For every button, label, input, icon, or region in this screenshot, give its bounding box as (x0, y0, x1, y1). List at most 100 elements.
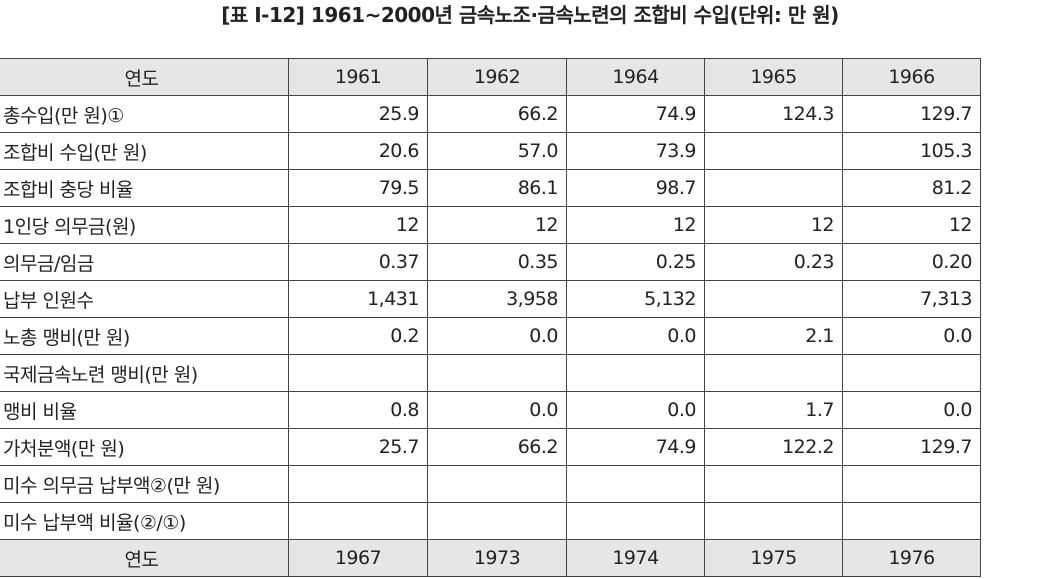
header-row: 연도 1967 1973 1974 1975 1976 (0, 539, 981, 577)
cell: 12 (842, 206, 981, 244)
cell: 0.2 (288, 317, 428, 355)
header-cell: 1967 (288, 539, 428, 577)
cell: 129.7 (842, 95, 981, 133)
cell: 12 (704, 206, 843, 244)
cell (704, 169, 843, 207)
data-row: 조합비 수입(만 원) 20.6 57.0 73.9 105.3 (0, 132, 981, 170)
cell: 1.7 (704, 391, 843, 429)
cell: 7,313 (842, 280, 981, 318)
cell: 3,958 (427, 280, 567, 318)
data-row: 총수입(만 원)① 25.9 66.2 74.9 124.3 129.7 (0, 95, 981, 133)
cell: 25.9 (288, 95, 428, 133)
cell: 20.6 (288, 132, 428, 170)
cell: 0.25 (566, 243, 705, 281)
cell (427, 502, 567, 540)
cell: 66.2 (427, 428, 567, 466)
data-row: 맹비 비율 0.8 0.0 0.0 1.7 0.0 (0, 391, 981, 429)
row-label: 납부 인원수 (0, 280, 289, 318)
data-row: 납부 인원수 1,431 3,958 5,132 7,313 (0, 280, 981, 318)
header-cell: 1962 (427, 58, 567, 96)
cell (288, 502, 428, 540)
header-cell: 1974 (566, 539, 705, 577)
row-label: 노총 맹비(만 원) (0, 317, 289, 355)
header-cell: 1975 (704, 539, 843, 577)
cell: 98.7 (566, 169, 705, 207)
cell: 73.9 (566, 132, 705, 170)
cell: 74.9 (566, 95, 705, 133)
cell: 0.20 (842, 243, 981, 281)
cell: 81.2 (842, 169, 981, 207)
cell: 12 (288, 206, 428, 244)
data-row: 의무금/임금 0.37 0.35 0.25 0.23 0.20 (0, 243, 981, 281)
row-label: 조합비 수입(만 원) (0, 132, 289, 170)
cell (704, 132, 843, 170)
cell: 0.0 (566, 317, 705, 355)
table-title: [표 Ⅰ-12] 1961~2000년 금속노조·금속노련의 조합비 수입(단위… (221, 3, 839, 27)
cell: 74.9 (566, 428, 705, 466)
cell (704, 502, 843, 540)
row-label: 미수 납부액 비율(②/①) (0, 502, 289, 540)
header-cell: 1966 (842, 58, 981, 96)
cell (704, 280, 843, 318)
row-label: 국제금속노련 맹비(만 원) (0, 354, 289, 392)
cell (842, 354, 981, 392)
cell: 25.7 (288, 428, 428, 466)
cell (288, 465, 428, 503)
header-cell: 1964 (566, 58, 705, 96)
row-label: 미수 의무금 납부액②(만 원) (0, 465, 289, 503)
cell: 79.5 (288, 169, 428, 207)
cell: 0.23 (704, 243, 843, 281)
cell: 0.0 (842, 317, 981, 355)
cell: 2.1 (704, 317, 843, 355)
data-row: 미수 의무금 납부액②(만 원) (0, 465, 981, 503)
header-cell: 1965 (704, 58, 843, 96)
header-cell: 연도 (0, 539, 289, 577)
data-row: 가처분액(만 원) 25.7 66.2 74.9 122.2 129.7 (0, 428, 981, 466)
cell (842, 465, 981, 503)
cell: 0.0 (842, 391, 981, 429)
cell (566, 465, 705, 503)
row-label: 총수입(만 원)① (0, 95, 289, 133)
cell: 122.2 (704, 428, 843, 466)
cell (427, 465, 567, 503)
cell (704, 354, 843, 392)
cell: 0.0 (566, 391, 705, 429)
cell: 5,132 (566, 280, 705, 318)
header-row: 연도 1961 1962 1964 1965 1966 (0, 58, 981, 96)
cell: 12 (566, 206, 705, 244)
header-cell: 1973 (427, 539, 567, 577)
cell: 66.2 (427, 95, 567, 133)
header-cell: 1961 (288, 58, 428, 96)
data-row: 1인당 의무금(원) 12 12 12 12 12 (0, 206, 981, 244)
row-label: 1인당 의무금(원) (0, 206, 289, 244)
cell (566, 354, 705, 392)
cell: 57.0 (427, 132, 567, 170)
cell: 0.0 (427, 317, 567, 355)
cell: 0.37 (288, 243, 428, 281)
data-row: 노총 맹비(만 원) 0.2 0.0 0.0 2.1 0.0 (0, 317, 981, 355)
header-cell: 1976 (842, 539, 981, 577)
cell (842, 502, 981, 540)
cell (288, 354, 428, 392)
row-label: 조합비 충당 비율 (0, 169, 289, 207)
data-row: 미수 납부액 비율(②/①) (0, 502, 981, 540)
data-row: 국제금속노련 맹비(만 원) (0, 354, 981, 392)
row-label: 의무금/임금 (0, 243, 289, 281)
cell (427, 354, 567, 392)
cell: 12 (427, 206, 567, 244)
row-label: 맹비 비율 (0, 391, 289, 429)
cell: 1,431 (288, 280, 428, 318)
cell: 129.7 (842, 428, 981, 466)
data-table: 연도 1961 1962 1964 1965 1966 총수입(만 원)① 25.9 66.2 7… (0, 58, 981, 577)
cell: 0.8 (288, 391, 428, 429)
cell (566, 502, 705, 540)
header-cell: 연도 (0, 58, 289, 96)
cell: 86.1 (427, 169, 567, 207)
row-label: 가처분액(만 원) (0, 428, 289, 466)
cell (704, 465, 843, 503)
cell: 0.0 (427, 391, 567, 429)
cell: 105.3 (842, 132, 981, 170)
cell: 0.35 (427, 243, 567, 281)
data-row: 조합비 충당 비율 79.5 86.1 98.7 81.2 (0, 169, 981, 207)
